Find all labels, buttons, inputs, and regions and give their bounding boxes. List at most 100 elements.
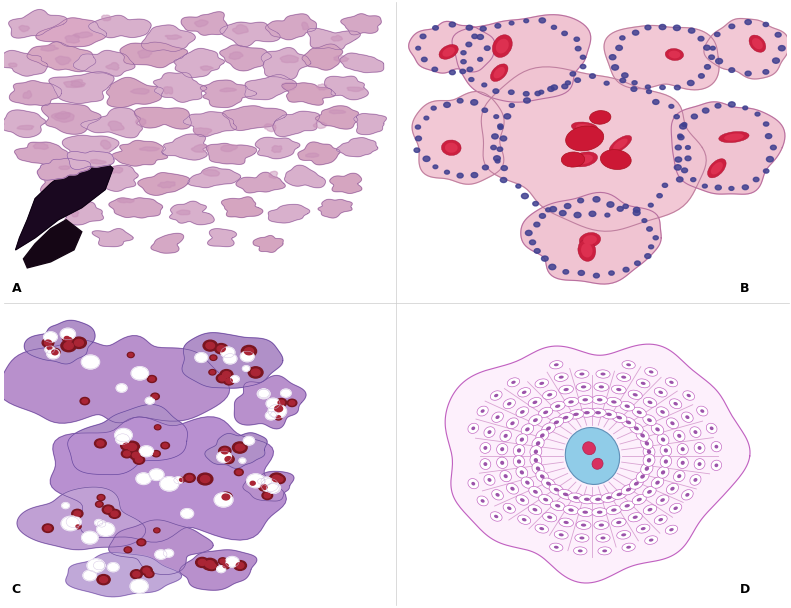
Circle shape (180, 509, 194, 519)
Circle shape (155, 529, 159, 532)
Circle shape (449, 70, 456, 75)
Polygon shape (42, 103, 101, 134)
Ellipse shape (543, 513, 557, 522)
Ellipse shape (668, 50, 680, 58)
Circle shape (108, 562, 119, 572)
Circle shape (607, 202, 614, 207)
Ellipse shape (749, 35, 766, 52)
Circle shape (501, 165, 507, 170)
Ellipse shape (500, 471, 512, 482)
Circle shape (163, 444, 168, 447)
Ellipse shape (711, 162, 723, 174)
Circle shape (682, 123, 687, 126)
Polygon shape (273, 111, 320, 136)
Circle shape (763, 122, 769, 126)
Ellipse shape (657, 495, 669, 505)
Circle shape (180, 478, 184, 482)
Ellipse shape (507, 378, 520, 387)
Circle shape (631, 87, 637, 91)
Circle shape (233, 561, 247, 570)
Circle shape (589, 74, 596, 78)
Ellipse shape (687, 394, 691, 397)
Polygon shape (604, 26, 719, 90)
Ellipse shape (645, 368, 657, 376)
Circle shape (108, 510, 120, 519)
Circle shape (156, 426, 160, 429)
Circle shape (609, 271, 615, 275)
Circle shape (674, 115, 679, 119)
Ellipse shape (573, 496, 579, 499)
Ellipse shape (533, 418, 538, 422)
Ellipse shape (554, 546, 558, 548)
Ellipse shape (690, 427, 701, 437)
Circle shape (129, 353, 133, 356)
Ellipse shape (562, 152, 585, 167)
Ellipse shape (657, 407, 669, 417)
Ellipse shape (477, 406, 488, 416)
Ellipse shape (714, 445, 718, 449)
Ellipse shape (495, 415, 500, 419)
Circle shape (143, 568, 150, 573)
Circle shape (96, 502, 103, 507)
Ellipse shape (484, 427, 495, 437)
Polygon shape (142, 25, 195, 52)
Ellipse shape (708, 159, 726, 178)
Ellipse shape (504, 434, 508, 438)
Ellipse shape (589, 111, 611, 124)
Circle shape (466, 26, 472, 30)
Circle shape (498, 126, 503, 130)
Circle shape (139, 446, 153, 457)
Circle shape (278, 400, 285, 405)
Circle shape (210, 563, 218, 569)
Polygon shape (62, 136, 119, 163)
Ellipse shape (660, 498, 665, 502)
Circle shape (763, 70, 769, 74)
Polygon shape (37, 158, 91, 180)
Ellipse shape (504, 474, 508, 478)
Circle shape (276, 416, 281, 419)
Circle shape (290, 401, 295, 405)
Ellipse shape (507, 506, 512, 510)
Text: C: C (12, 583, 21, 596)
Ellipse shape (636, 430, 649, 441)
Circle shape (237, 470, 241, 474)
Ellipse shape (657, 466, 669, 478)
Polygon shape (481, 67, 706, 231)
Polygon shape (255, 137, 300, 159)
Ellipse shape (563, 505, 579, 514)
Circle shape (632, 81, 637, 85)
Circle shape (149, 469, 164, 480)
Circle shape (161, 442, 169, 449)
Ellipse shape (616, 388, 622, 391)
Circle shape (509, 90, 514, 94)
Circle shape (274, 406, 282, 412)
Polygon shape (200, 66, 213, 71)
Ellipse shape (487, 430, 491, 434)
Ellipse shape (643, 398, 657, 407)
Circle shape (127, 352, 134, 358)
Ellipse shape (468, 478, 479, 489)
Polygon shape (49, 72, 114, 103)
Ellipse shape (596, 534, 610, 542)
Ellipse shape (520, 438, 524, 441)
Polygon shape (25, 320, 95, 364)
Circle shape (218, 376, 225, 381)
Circle shape (262, 491, 273, 500)
Ellipse shape (571, 122, 598, 133)
Circle shape (773, 58, 779, 63)
Circle shape (674, 165, 681, 170)
Circle shape (133, 455, 145, 465)
Circle shape (221, 347, 235, 358)
Circle shape (44, 526, 51, 531)
Ellipse shape (660, 444, 672, 457)
Circle shape (715, 103, 721, 108)
Ellipse shape (530, 446, 542, 458)
Circle shape (62, 503, 70, 508)
Polygon shape (33, 143, 48, 150)
Polygon shape (138, 173, 190, 195)
Circle shape (239, 458, 246, 463)
Circle shape (146, 397, 154, 404)
Circle shape (755, 112, 760, 116)
Ellipse shape (532, 437, 544, 449)
Polygon shape (180, 550, 257, 590)
